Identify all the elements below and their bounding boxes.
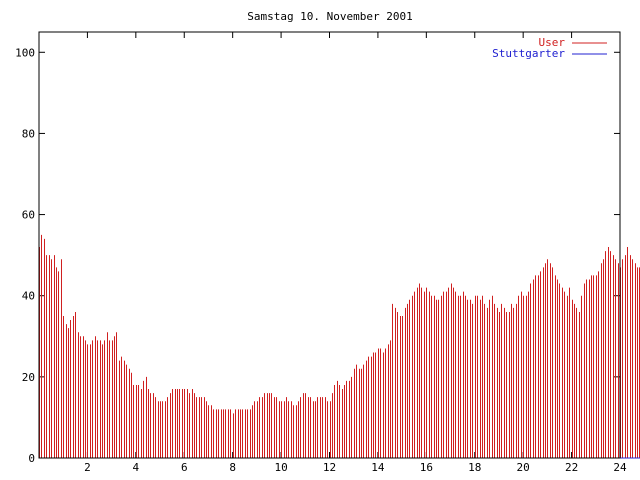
x-tick-label: 6: [181, 461, 188, 474]
x-tick-label: 10: [274, 461, 287, 474]
x-tick-label: 12: [323, 461, 336, 474]
plot-frame: [38, 31, 621, 459]
y-axis: 0 20 40 60 80 100: [15, 46, 620, 465]
x-axis: 2 4 6 8 10 12 14 16 18 20 22 24: [84, 32, 627, 474]
y-tick-label: 40: [22, 290, 35, 303]
x-tick-label: 14: [371, 461, 385, 474]
legend: User Stuttgarter: [492, 36, 607, 60]
y-tick-label: 60: [22, 209, 35, 222]
y-tick-label: 100: [15, 46, 35, 59]
x-tick-label: 18: [468, 461, 481, 474]
x-tick-label: 20: [517, 461, 530, 474]
chart-title: Samstag 10. November 2001: [247, 10, 413, 23]
x-tick-label: 22: [565, 461, 578, 474]
y-tick-label: 80: [22, 127, 35, 140]
user-series-bars: [39, 234, 640, 458]
x-tick-label: 8: [229, 461, 236, 474]
x-tick-label: 2: [84, 461, 91, 474]
legend-user-label: User: [539, 36, 566, 49]
x-tick-label: 16: [420, 461, 433, 474]
y-tick-label: 0: [28, 452, 35, 465]
x-tick-label: 24: [613, 461, 627, 474]
x-tick-label: 4: [133, 461, 140, 474]
y-tick-label: 20: [22, 371, 35, 384]
legend-stuttgarter-label: Stuttgarter: [492, 47, 565, 60]
